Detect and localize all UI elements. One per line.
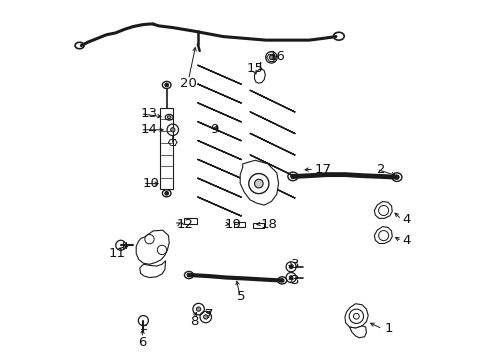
Text: 8: 8 [190, 315, 198, 328]
Text: 16: 16 [268, 50, 285, 63]
FancyBboxPatch shape [253, 223, 264, 228]
Text: 7: 7 [204, 308, 212, 321]
Polygon shape [140, 261, 165, 278]
Circle shape [203, 315, 207, 319]
Polygon shape [254, 69, 265, 83]
Text: 3: 3 [290, 258, 299, 271]
Ellipse shape [167, 116, 171, 119]
Text: 4: 4 [402, 213, 410, 226]
Text: 6: 6 [138, 336, 146, 348]
Circle shape [394, 175, 398, 179]
FancyBboxPatch shape [183, 218, 197, 225]
Circle shape [170, 128, 175, 132]
Polygon shape [344, 304, 367, 328]
Text: 15: 15 [246, 62, 263, 75]
Polygon shape [240, 160, 278, 205]
Circle shape [164, 192, 168, 195]
Text: 17: 17 [314, 163, 331, 176]
Text: 10: 10 [142, 177, 159, 190]
Text: 12: 12 [176, 218, 193, 231]
Text: 3: 3 [290, 274, 299, 287]
Text: 18: 18 [260, 218, 277, 231]
Circle shape [289, 265, 292, 269]
Circle shape [290, 174, 294, 179]
Text: 19: 19 [224, 218, 241, 231]
Polygon shape [373, 202, 391, 219]
Circle shape [187, 273, 190, 277]
Circle shape [289, 276, 292, 279]
Text: 4: 4 [402, 234, 410, 247]
Polygon shape [136, 230, 169, 264]
Circle shape [164, 83, 168, 87]
Text: 1: 1 [384, 322, 392, 335]
Circle shape [254, 179, 263, 188]
FancyBboxPatch shape [233, 222, 244, 227]
Text: 9: 9 [209, 123, 218, 136]
Polygon shape [373, 226, 391, 243]
Text: 20: 20 [180, 77, 197, 90]
Circle shape [280, 279, 284, 282]
FancyBboxPatch shape [160, 108, 173, 189]
Text: 2: 2 [376, 163, 385, 176]
Text: 14: 14 [140, 123, 157, 136]
Text: 11: 11 [108, 247, 125, 260]
Circle shape [196, 307, 201, 311]
Polygon shape [349, 326, 366, 338]
Circle shape [269, 55, 273, 59]
Text: 13: 13 [140, 107, 157, 120]
Text: 5: 5 [236, 290, 244, 303]
